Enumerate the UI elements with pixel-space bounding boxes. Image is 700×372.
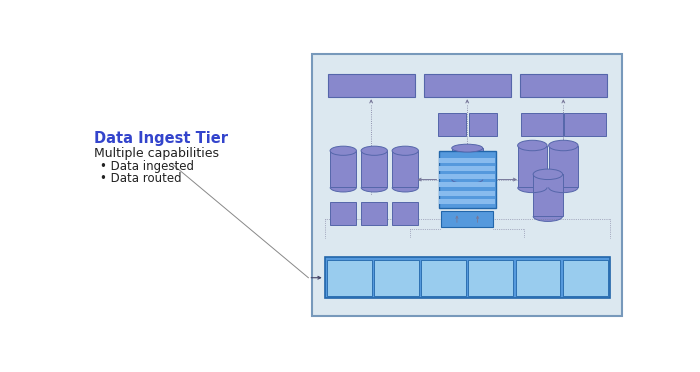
Bar	[440, 166, 495, 171]
Bar	[440, 182, 495, 187]
Bar	[468, 260, 513, 296]
Ellipse shape	[330, 146, 356, 155]
Bar	[325, 257, 610, 298]
Bar	[440, 158, 495, 163]
Bar	[424, 74, 511, 97]
Ellipse shape	[533, 211, 563, 221]
Bar	[392, 151, 419, 187]
Bar	[330, 202, 356, 225]
Bar	[392, 202, 419, 225]
Bar	[520, 74, 607, 97]
Bar	[549, 145, 578, 187]
Bar	[361, 151, 387, 187]
Ellipse shape	[330, 183, 356, 192]
Ellipse shape	[549, 140, 578, 151]
FancyBboxPatch shape	[312, 54, 622, 316]
Bar	[564, 113, 606, 137]
Bar	[468, 113, 496, 137]
Ellipse shape	[517, 140, 547, 151]
Bar	[438, 113, 466, 137]
Bar	[421, 260, 466, 296]
Bar	[330, 151, 356, 187]
Bar	[442, 211, 493, 227]
Bar	[374, 260, 419, 296]
Bar	[328, 74, 414, 97]
Bar	[440, 174, 495, 179]
Bar	[440, 191, 495, 196]
Bar	[439, 151, 496, 208]
Text: • Data routed: • Data routed	[100, 172, 181, 185]
Ellipse shape	[392, 146, 419, 155]
Ellipse shape	[533, 169, 563, 180]
Bar	[521, 113, 563, 137]
Ellipse shape	[452, 176, 483, 183]
Bar	[533, 174, 563, 216]
Ellipse shape	[452, 144, 483, 152]
Ellipse shape	[361, 146, 387, 155]
Text: Data Ingest Tier: Data Ingest Tier	[94, 131, 228, 146]
Text: • Data ingested: • Data ingested	[100, 160, 194, 173]
Bar	[563, 260, 608, 296]
Bar	[516, 260, 561, 296]
Ellipse shape	[517, 182, 547, 193]
Bar	[361, 202, 387, 225]
Text: Multiple capabilities: Multiple capabilities	[94, 147, 218, 160]
Bar	[452, 148, 483, 180]
Ellipse shape	[392, 183, 419, 192]
Ellipse shape	[549, 182, 578, 193]
Bar	[517, 145, 547, 187]
Bar	[440, 199, 495, 204]
Ellipse shape	[361, 183, 387, 192]
Bar	[327, 260, 372, 296]
